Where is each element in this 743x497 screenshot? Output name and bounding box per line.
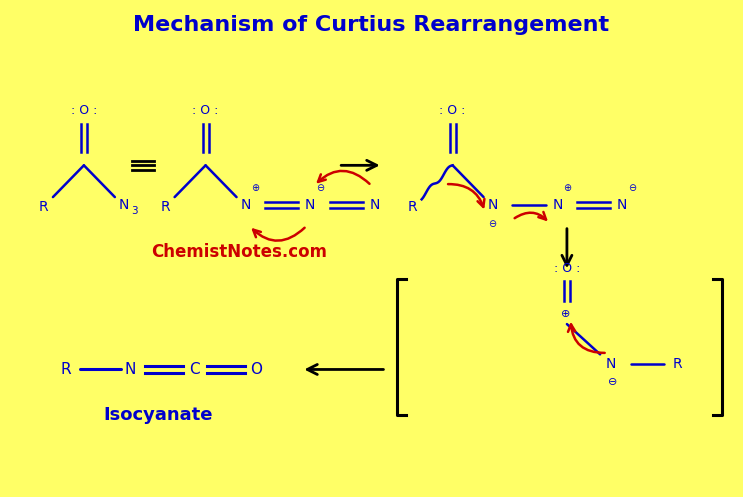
- Text: ⊖: ⊖: [317, 183, 325, 193]
- Text: R: R: [160, 200, 170, 214]
- Text: N: N: [119, 198, 129, 212]
- Text: N: N: [240, 198, 250, 212]
- Text: ⊖: ⊖: [629, 183, 637, 193]
- Text: : O :: : O :: [554, 262, 580, 275]
- Text: N: N: [606, 357, 617, 371]
- Text: Mechanism of Curtius Rearrangement: Mechanism of Curtius Rearrangement: [134, 15, 609, 35]
- Text: ⊕: ⊕: [564, 183, 571, 193]
- Text: N: N: [552, 198, 562, 212]
- Text: ⊖: ⊖: [488, 219, 496, 229]
- Text: R: R: [407, 200, 417, 214]
- Text: Isocyanate: Isocyanate: [103, 406, 212, 424]
- Text: : O :: : O :: [192, 104, 218, 117]
- Text: N: N: [370, 198, 380, 212]
- Text: R: R: [60, 362, 71, 377]
- Text: O: O: [250, 362, 262, 377]
- Text: 3: 3: [131, 206, 137, 216]
- Text: : O :: : O :: [71, 104, 97, 117]
- Text: ⊕: ⊕: [561, 309, 570, 319]
- Text: R: R: [39, 200, 48, 214]
- Text: ChemistNotes.com: ChemistNotes.com: [151, 243, 327, 261]
- Text: ⊖: ⊖: [608, 377, 617, 387]
- Text: N: N: [305, 198, 316, 212]
- Text: : O :: : O :: [439, 104, 466, 117]
- Text: C: C: [189, 362, 200, 377]
- Text: N: N: [125, 362, 136, 377]
- Text: ⊕: ⊕: [251, 183, 259, 193]
- Text: N: N: [617, 198, 627, 212]
- Text: N: N: [487, 198, 498, 212]
- Text: R: R: [672, 357, 682, 371]
